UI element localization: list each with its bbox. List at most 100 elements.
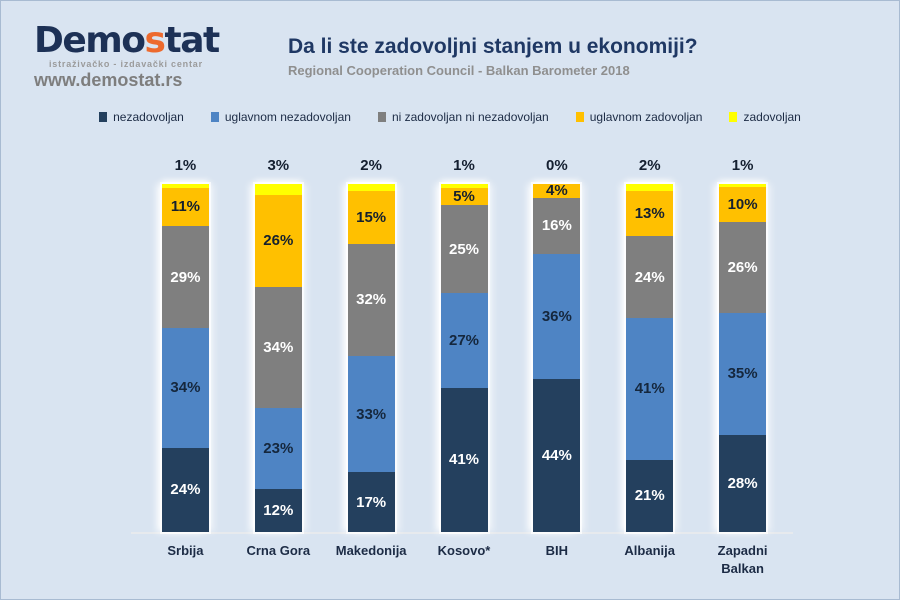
segment-ni-zadovoljan-ni-nezadovoljan: 24% <box>626 235 674 319</box>
chart-column-zapadni-balkan: 1% 10% 26% 35% 28% Zapadni Balkan <box>696 157 789 577</box>
legend-item-ni-zadovoljan-ni-nezadovoljan: ni zadovoljan ni nezadovoljan <box>377 110 549 124</box>
segment-data-label: 41% <box>448 451 480 469</box>
segment-zadovoljan <box>161 184 209 188</box>
segment-ni-zadovoljan-ni-nezadovoljan: 25% <box>440 205 488 293</box>
logo-accent-letter: s <box>144 20 166 61</box>
segment-data-label: 15% <box>356 208 387 226</box>
chart: 1% 11% 29% 34% 24% Srbija 3% 26% 34% 23% 12% Crna G… <box>131 157 793 577</box>
segment-nezadovoljan: 24% <box>161 447 209 532</box>
stacked-bar-zapadni-balkan: 10% 26% 35% 28% <box>719 184 767 532</box>
segment-data-label: 11% <box>170 198 201 216</box>
top-data-label-bih: 0% <box>546 157 568 174</box>
segment-data-label: 13% <box>634 204 665 222</box>
top-data-label-albanija: 2% <box>638 157 661 174</box>
segment-uglavnom-nezadovoljan: 35% <box>719 312 767 435</box>
axis-label-crna-gora: Crna Gora <box>246 543 311 558</box>
segment-data-label: 12% <box>263 502 294 520</box>
segment-zadovoljan <box>719 184 767 188</box>
segment-nezadovoljan: 28% <box>719 434 767 532</box>
segment-data-label: 28% <box>727 474 758 492</box>
segment-data-label: 44% <box>541 446 572 464</box>
legend-label: uglavnom nezadovoljan <box>224 110 351 124</box>
axis-label-zapadni-balkan: Zapadni Balkan <box>717 543 768 576</box>
top-data-label-zapadni-balkan: 1% <box>731 157 754 174</box>
stacked-bar-bih: 4% 16% 36% 44% <box>533 182 581 532</box>
chart-column-srbija: 1% 11% 29% 34% 24% Srbija <box>139 157 232 577</box>
stacked-bar-srbija: 11% 29% 34% 24% <box>161 184 209 532</box>
segment-ni-zadovoljan-ni-nezadovoljan: 32% <box>347 243 395 357</box>
segment-uglavnom-zadovoljan: 13% <box>626 190 674 236</box>
legend-item-zadovoljan: zadovoljan <box>729 110 801 124</box>
stacked-bar-kosovo: 5% 25% 27% 41% <box>440 184 488 532</box>
segment-data-label: 36% <box>541 307 572 325</box>
segment-uglavnom-zadovoljan: 26% <box>254 194 302 287</box>
segment-data-label: 24% <box>634 268 665 286</box>
axis-label-kosovo: Kosovo* <box>437 543 491 558</box>
legend-swatch-uglavnom-nezadovoljan <box>210 112 219 122</box>
chart-column-crna-gora: 3% 26% 34% 23% 12% Crna Gora <box>232 157 325 577</box>
segment-ni-zadovoljan-ni-nezadovoljan: 16% <box>533 197 581 254</box>
segment-nezadovoljan: 41% <box>440 387 488 532</box>
legend-label: nezadovoljan <box>113 110 184 124</box>
legend-item-uglavnom-zadovoljan: uglavnom zadovoljan <box>575 110 703 124</box>
legend-swatch-ni-zadovoljan-ni-nezadovoljan <box>377 112 386 122</box>
segment-data-label: 5% <box>453 187 475 205</box>
segment-nezadovoljan: 21% <box>626 459 674 532</box>
segment-nezadovoljan: 12% <box>254 489 302 532</box>
logo-wordmark: Demostat <box>34 20 220 61</box>
chart-subtitle: Regional Cooperation Council - Balkan Ba… <box>288 63 630 78</box>
chart-column-bih: 0% 4% 16% 36% 44% BIH <box>510 157 603 577</box>
segment-ni-zadovoljan-ni-nezadovoljan: 34% <box>254 286 302 408</box>
segment-data-label: 23% <box>263 440 294 458</box>
axis-label-bih: BIH <box>545 543 569 558</box>
x-axis-line <box>131 532 793 534</box>
segment-ni-zadovoljan-ni-nezadovoljan: 29% <box>161 226 209 329</box>
logo-part1: Demo <box>34 20 146 61</box>
top-data-label-srbija: 1% <box>174 157 197 174</box>
legend-swatch-uglavnom-zadovoljan <box>575 112 584 122</box>
segment-uglavnom-zadovoljan: 11% <box>161 187 209 227</box>
segment-zadovoljan <box>440 184 488 188</box>
legend-label: zadovoljan <box>743 110 801 124</box>
segment-data-label: 24% <box>170 481 201 499</box>
segment-data-label: 10% <box>727 196 758 214</box>
segment-data-label: 32% <box>356 291 387 309</box>
chart-column-albanija: 2% 13% 24% 41% 21% Albanija <box>603 157 696 577</box>
demostat-logo: Demostat istraživačko - izdavački centar… <box>34 20 220 91</box>
stacked-bar-crna-gora: 26% 34% 23% 12% <box>254 184 302 532</box>
segment-uglavnom-zadovoljan: 5% <box>440 187 488 206</box>
chart-title: Da li ste zadovoljni stanjem u ekonomiji… <box>288 35 698 58</box>
segment-uglavnom-zadovoljan: 4% <box>533 182 581 200</box>
segment-data-label: 34% <box>263 338 294 356</box>
legend-label: ni zadovoljan ni nezadovoljan <box>391 110 549 124</box>
segment-data-label: 25% <box>448 240 480 258</box>
chart-columns: 1% 11% 29% 34% 24% Srbija 3% 26% 34% 23% 12% Crna G… <box>139 157 789 577</box>
segment-data-label: 27% <box>448 331 480 349</box>
segment-uglavnom-nezadovoljan: 33% <box>347 356 395 473</box>
stacked-bar-albanija: 13% 24% 41% 21% <box>626 184 674 532</box>
segment-uglavnom-zadovoljan: 10% <box>719 187 767 223</box>
segment-zadovoljan <box>347 184 395 192</box>
segment-data-label: 33% <box>356 405 387 423</box>
segment-data-label: 4% <box>546 182 568 200</box>
segment-data-label: 16% <box>541 217 572 235</box>
stacked-bar-makedonija: 15% 32% 33% 17% <box>347 184 395 532</box>
website-link[interactable]: www.demostat.rs <box>34 70 183 90</box>
segment-data-label: 21% <box>634 487 665 505</box>
segment-data-label: 17% <box>356 493 387 511</box>
logo-tagline: istraživačko - izdavački centar <box>49 59 203 69</box>
segment-uglavnom-nezadovoljan: 41% <box>626 318 674 460</box>
segment-data-label: 34% <box>170 379 201 397</box>
legend: nezadovoljan uglavnom nezadovoljan ni zado… <box>1 110 899 124</box>
segment-data-label: 29% <box>170 268 201 286</box>
logo-part2: tat <box>164 20 220 61</box>
legend-label: uglavnom zadovoljan <box>589 110 703 124</box>
top-data-label-makedonija: 2% <box>360 157 382 174</box>
legend-item-uglavnom-nezadovoljan: uglavnom nezadovoljan <box>210 110 351 124</box>
legend-item-nezadovoljan: nezadovoljan <box>99 110 184 124</box>
chart-column-kosovo: 1% 5% 25% 27% 41% Kosovo* <box>418 157 511 577</box>
segment-zadovoljan <box>254 184 302 195</box>
segment-data-label: 41% <box>634 380 665 398</box>
segment-nezadovoljan: 44% <box>533 378 581 532</box>
